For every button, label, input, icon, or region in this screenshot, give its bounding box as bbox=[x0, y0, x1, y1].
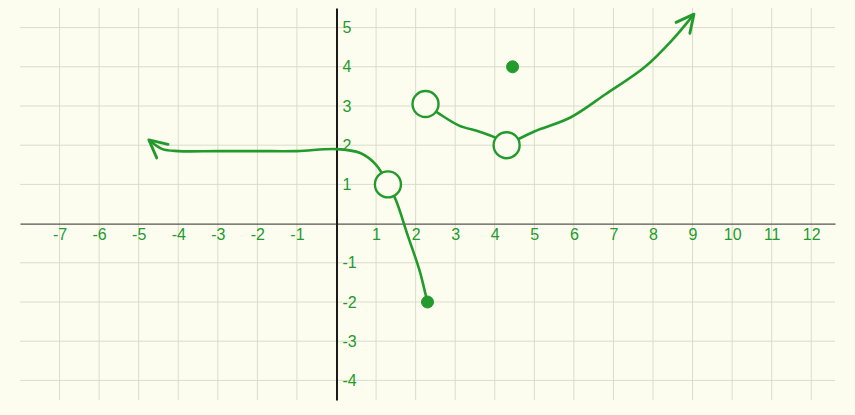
curve bbox=[507, 16, 693, 145]
x-tick: 4 bbox=[491, 224, 500, 243]
x-tick: -1 bbox=[290, 224, 304, 243]
x-tick-label: -1 bbox=[290, 226, 304, 243]
open-point bbox=[494, 132, 520, 158]
curve bbox=[388, 184, 428, 302]
chart: -7-6-5-4-3-2-1123456789101112-4-3-2-1123… bbox=[0, 0, 855, 415]
y-tick-label: 4 bbox=[343, 58, 352, 75]
x-tick-label: 11 bbox=[764, 226, 781, 243]
x-tick: 2 bbox=[412, 224, 421, 243]
x-tick-label: 4 bbox=[491, 226, 500, 243]
x-tick-label: -5 bbox=[132, 226, 146, 243]
x-tick: 12 bbox=[803, 224, 821, 243]
x-tick: 8 bbox=[649, 224, 658, 243]
x-tick-label: 9 bbox=[689, 226, 698, 243]
x-tick: 10 bbox=[724, 224, 742, 243]
open-point bbox=[413, 91, 439, 117]
x-tick-label: -7 bbox=[53, 226, 67, 243]
x-axis: -7-6-5-4-3-2-1123456789101112 bbox=[21, 224, 836, 243]
grid bbox=[20, 8, 835, 400]
grid-line bbox=[20, 66, 835, 67]
grid-line bbox=[20, 27, 835, 28]
x-tick-label: -3 bbox=[211, 226, 225, 243]
x-tick: 3 bbox=[451, 224, 460, 243]
y-tick: 1 bbox=[337, 176, 352, 193]
y-tick: -3 bbox=[337, 333, 357, 350]
closed-point bbox=[507, 61, 519, 73]
y-tick-label: 1 bbox=[343, 176, 352, 193]
y-tick: -4 bbox=[337, 372, 357, 389]
y-tick-label: -3 bbox=[343, 333, 357, 350]
x-tick-label: -6 bbox=[93, 226, 107, 243]
y-tick-label: 5 bbox=[343, 19, 352, 36]
x-tick-label: 2 bbox=[412, 226, 421, 243]
grid-line bbox=[20, 184, 835, 185]
x-tick-label: 6 bbox=[570, 226, 579, 243]
x-axis-line bbox=[21, 224, 836, 225]
x-tick: -2 bbox=[251, 224, 265, 243]
x-tick-label: 8 bbox=[649, 226, 658, 243]
x-tick: 9 bbox=[689, 224, 698, 243]
y-axis-line bbox=[336, 9, 338, 401]
x-tick: -5 bbox=[132, 224, 146, 243]
x-tick-label: 1 bbox=[372, 226, 381, 243]
grid-line bbox=[20, 262, 835, 263]
y-tick-label: -1 bbox=[343, 254, 357, 271]
x-tick-label: 12 bbox=[803, 226, 821, 243]
x-tick: 7 bbox=[609, 224, 618, 243]
y-tick: -2 bbox=[337, 294, 357, 311]
x-tick-label: -2 bbox=[251, 226, 265, 243]
x-tick: 5 bbox=[530, 224, 539, 243]
y-tick: -1 bbox=[337, 254, 357, 271]
y-tick-label: -2 bbox=[343, 294, 357, 311]
closed-point bbox=[422, 296, 434, 308]
x-tick: -6 bbox=[93, 224, 107, 243]
x-tick: 11 bbox=[764, 224, 781, 243]
x-tick-label: -4 bbox=[172, 226, 186, 243]
grid-line bbox=[20, 380, 835, 381]
grid-line bbox=[20, 341, 835, 342]
x-tick-label: 3 bbox=[451, 226, 460, 243]
plot-area bbox=[151, 16, 693, 308]
x-tick: -7 bbox=[53, 224, 67, 243]
x-tick: 6 bbox=[570, 224, 579, 243]
y-tick: 3 bbox=[337, 98, 352, 115]
x-tick: -4 bbox=[172, 224, 186, 243]
x-tick-label: 7 bbox=[609, 226, 618, 243]
y-tick: 5 bbox=[337, 19, 352, 36]
open-point bbox=[375, 171, 401, 197]
y-tick: 4 bbox=[337, 58, 352, 75]
y-tick-label: -4 bbox=[343, 372, 357, 389]
curve bbox=[151, 141, 388, 184]
y-axis: -4-3-2-112345 bbox=[337, 9, 357, 401]
grid-line bbox=[20, 145, 835, 146]
x-tick-label: 10 bbox=[724, 226, 742, 243]
y-tick-label: 3 bbox=[343, 98, 352, 115]
x-tick-label: 5 bbox=[530, 226, 539, 243]
x-tick: 1 bbox=[372, 224, 381, 243]
x-tick: -3 bbox=[211, 224, 225, 243]
